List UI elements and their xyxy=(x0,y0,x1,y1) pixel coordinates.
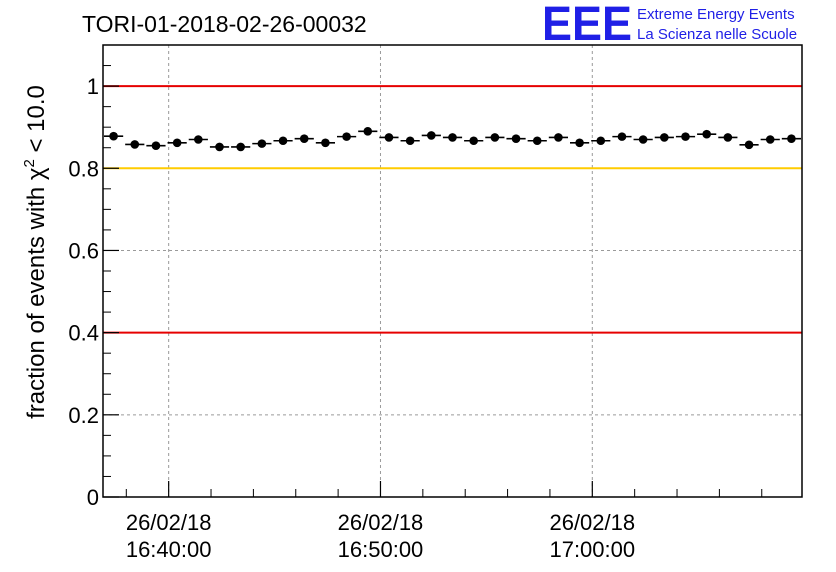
eee-logo: EEE Extreme Energy Events La Scienza nel… xyxy=(542,0,797,51)
y-axis-label-chi: χ xyxy=(23,167,50,180)
data-point xyxy=(448,133,457,142)
y-axis-label-suffix: < 10.0 xyxy=(23,85,50,159)
logo-line1: Extreme Energy Events xyxy=(637,6,795,23)
y-tick-label: 0.2 xyxy=(68,403,99,428)
x-tick-label-date: 26/02/18 xyxy=(338,510,424,535)
data-point xyxy=(299,134,309,143)
data-point xyxy=(172,138,182,148)
data-point xyxy=(109,131,118,141)
data-point xyxy=(321,138,330,148)
logo-mark: EEE xyxy=(542,0,632,51)
data-point xyxy=(575,138,584,148)
x-axis-ticks: 26/02/1816:40:0026/02/1816:50:0026/02/18… xyxy=(125,481,763,562)
y-tick-label: 0.4 xyxy=(68,321,99,346)
data-point xyxy=(363,126,373,136)
x-tick-label-time: 17:00:00 xyxy=(549,537,635,562)
data-point xyxy=(194,135,203,144)
x-tick-label-date: 26/02/18 xyxy=(549,510,635,535)
y-tick-label: 0.8 xyxy=(68,156,99,181)
data-point xyxy=(151,141,161,150)
data-point xyxy=(532,136,542,146)
data-point xyxy=(490,133,500,142)
data-point xyxy=(596,136,606,146)
data-points xyxy=(104,126,801,152)
y-axis-label-prefix: fraction of events with xyxy=(23,180,50,419)
chart-title: TORI-01-2018-02-26-00032 xyxy=(82,11,367,37)
data-point xyxy=(660,133,669,142)
x-tick-label-date: 26/02/18 xyxy=(126,510,212,535)
y-axis-label: fraction of events with χ2 < 10.0 xyxy=(21,85,50,419)
x-tick-label-time: 16:40:00 xyxy=(126,537,212,562)
data-point xyxy=(257,139,267,148)
data-point xyxy=(342,132,351,141)
x-tick-label-time: 16:50:00 xyxy=(338,537,424,562)
data-point xyxy=(427,131,436,140)
data-point xyxy=(215,142,224,152)
logo-line2: La Scienza nelle Scuole xyxy=(637,26,797,43)
data-point xyxy=(638,135,648,144)
data-point xyxy=(130,140,140,149)
data-point xyxy=(744,140,754,150)
data-point xyxy=(765,135,775,144)
data-point xyxy=(511,134,521,143)
data-point xyxy=(681,132,690,141)
plot-frame xyxy=(102,44,803,498)
data-point xyxy=(554,133,563,142)
data-point xyxy=(787,134,796,143)
y-tick-label: 0 xyxy=(87,485,99,510)
y-tick-label: 1 xyxy=(87,74,99,99)
data-point xyxy=(278,136,288,146)
data-point xyxy=(469,136,478,146)
data-point xyxy=(702,129,711,139)
reference-lines xyxy=(103,85,802,334)
y-axis-label-exponent: 2 xyxy=(21,159,38,167)
data-point xyxy=(384,133,394,142)
y-tick-label: 0.6 xyxy=(68,238,99,263)
data-point xyxy=(405,136,415,146)
data-point xyxy=(236,142,245,152)
grid xyxy=(103,45,802,497)
y-axis-ticks: 0 0.2 0.4 0.6 0.8 1 xyxy=(68,44,119,510)
data-point xyxy=(723,133,733,142)
data-point xyxy=(617,132,627,141)
